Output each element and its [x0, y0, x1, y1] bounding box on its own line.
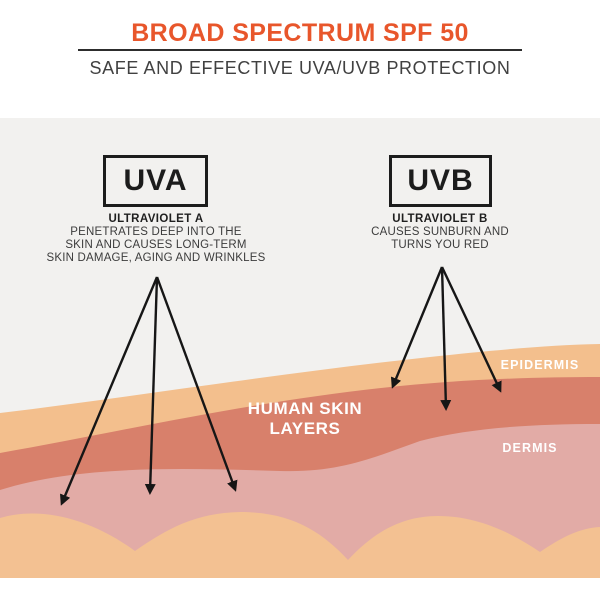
uva-text-block: ULTRAVIOLET A PENETRATES DEEP INTO THE S… — [31, 213, 281, 266]
uva-box-label: UVA — [123, 164, 188, 197]
uvb-text-block: ULTRAVIOLET B CAUSES SUNBURN AND TURNS Y… — [315, 213, 565, 252]
uva-description-line: SKIN AND CAUSES LONG-TERM — [65, 239, 247, 252]
uva-description-line: PENETRATES DEEP INTO THE — [70, 226, 242, 238]
diagram-panel — [0, 118, 600, 578]
uvb-description-line: TURNS YOU RED — [391, 239, 489, 252]
uvb-box: UVB — [389, 155, 492, 207]
header-divider — [78, 49, 522, 51]
uva-box: UVA — [103, 155, 208, 207]
page-title: BROAD SPECTRUM SPF 50 — [131, 19, 469, 47]
page-subtitle: SAFE AND EFFECTIVE UVA/UVB PROTECTION — [89, 58, 511, 78]
uva-description-line: SKIN DAMAGE, AGING AND WRINKLES — [46, 252, 266, 265]
uvb-box-label: UVB — [407, 164, 474, 197]
uvb-description-line: CAUSES SUNBURN AND — [371, 226, 509, 238]
uvb-heading: ULTRAVIOLET B — [392, 213, 488, 225]
uva-heading: ULTRAVIOLET A — [108, 213, 204, 225]
